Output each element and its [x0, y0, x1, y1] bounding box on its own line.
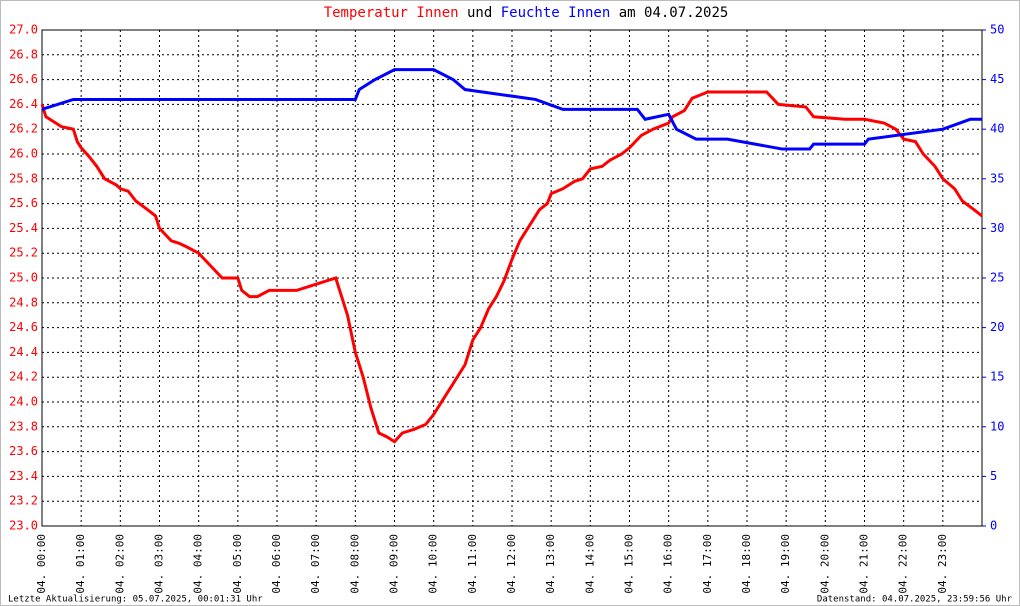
y2-tick-label: 50 — [990, 23, 1004, 37]
x-tick-label: 04. 07:00 — [309, 534, 322, 594]
y-tick-label: 26.4 — [9, 97, 38, 111]
y-tick-label: 25.0 — [9, 271, 38, 285]
y2-tick-label: 40 — [990, 122, 1004, 136]
y2-tick-label: 0 — [990, 519, 997, 533]
y2-tick-label: 10 — [990, 419, 1004, 433]
y2-tick-label: 20 — [990, 320, 1004, 334]
y-tick-label: 24.4 — [9, 345, 38, 359]
x-tick-label: 04. 22:00 — [897, 534, 910, 594]
x-tick-label: 04. 01:00 — [74, 534, 87, 594]
y-tick-label: 25.4 — [9, 221, 38, 235]
y2-tick-label: 35 — [990, 171, 1004, 185]
y-tick-label: 26.8 — [9, 47, 38, 61]
y-tick-label: 24.2 — [9, 370, 38, 384]
title-series-2: Feuchte Innen — [501, 5, 611, 21]
y-tick-label: 26.0 — [9, 147, 38, 161]
plot-border — [41, 29, 983, 527]
y-tick-label: 23.2 — [9, 494, 38, 508]
y2-tick-label: 5 — [990, 469, 997, 483]
x-tick-label: 04. 20:00 — [818, 534, 831, 594]
footer-right: Datenstand: 04.07.2025, 23:59:56 Uhr — [817, 595, 1013, 605]
y-tick-label: 24.6 — [9, 320, 38, 334]
y2-tick-label: 15 — [990, 370, 1004, 384]
x-tick-label: 04. 05:00 — [231, 534, 244, 594]
y2-tick-label: 25 — [990, 271, 1004, 285]
y-tick-label: 23.8 — [9, 419, 38, 433]
y-tick-label: 25.2 — [9, 246, 38, 260]
chart-title: Temperatur Innen und Feuchte Innen am 04… — [324, 5, 729, 21]
y-tick-label: 24.0 — [9, 395, 38, 409]
y-tick-label: 23.4 — [9, 469, 38, 483]
x-tick-label: 04. 09:00 — [388, 534, 401, 594]
x-tick-label: 04. 11:00 — [466, 534, 479, 594]
x-tick-label: 04. 08:00 — [348, 534, 361, 594]
x-tick-label: 04. 19:00 — [779, 534, 792, 594]
title-series-1: Temperatur Innen — [324, 5, 459, 21]
y-tick-label: 23.0 — [9, 519, 38, 533]
line-series — [41, 68, 982, 151]
y-tick-label: 27.0 — [9, 23, 38, 37]
y-tick-label: 25.8 — [9, 171, 38, 185]
x-tick-label: 04. 04:00 — [192, 534, 205, 594]
y-tick-label: 26.6 — [9, 72, 38, 86]
title-connector: und — [467, 5, 492, 21]
x-tick-label: 04. 17:00 — [701, 534, 714, 594]
y-tick-label: 26.2 — [9, 122, 38, 136]
x-tick-label: 04. 12:00 — [505, 534, 518, 594]
x-tick-label: 04. 14:00 — [583, 534, 596, 594]
y-tick-label: 25.6 — [9, 196, 38, 210]
y2-tick-label: 30 — [990, 221, 1004, 235]
x-tick-label: 04. 21:00 — [858, 534, 871, 594]
x-tick-label: 04. 23:00 — [936, 534, 949, 594]
y2-tick-label: 45 — [990, 72, 1004, 86]
x-tick-label: 04. 02:00 — [113, 534, 126, 594]
x-tick-label: 04. 16:00 — [662, 534, 675, 594]
x-tick-label: 04. 00:00 — [35, 534, 48, 594]
x-tick-label: 04. 03:00 — [153, 534, 166, 594]
x-tick-label: 04. 18:00 — [740, 534, 753, 594]
title-date: am 04.07.2025 — [619, 5, 729, 21]
x-tick-label: 04. 06:00 — [270, 534, 283, 594]
y-tick-label: 24.8 — [9, 295, 38, 309]
y-tick-label: 23.6 — [9, 444, 38, 458]
x-tick-label: 04. 15:00 — [623, 534, 636, 594]
x-tick-label: 04. 10:00 — [427, 534, 440, 594]
line-series — [40, 90, 983, 444]
footer-left: Letzte Aktualisierung: 05.07.2025, 00:01… — [8, 595, 263, 605]
x-tick-label: 04. 13:00 — [544, 534, 557, 594]
